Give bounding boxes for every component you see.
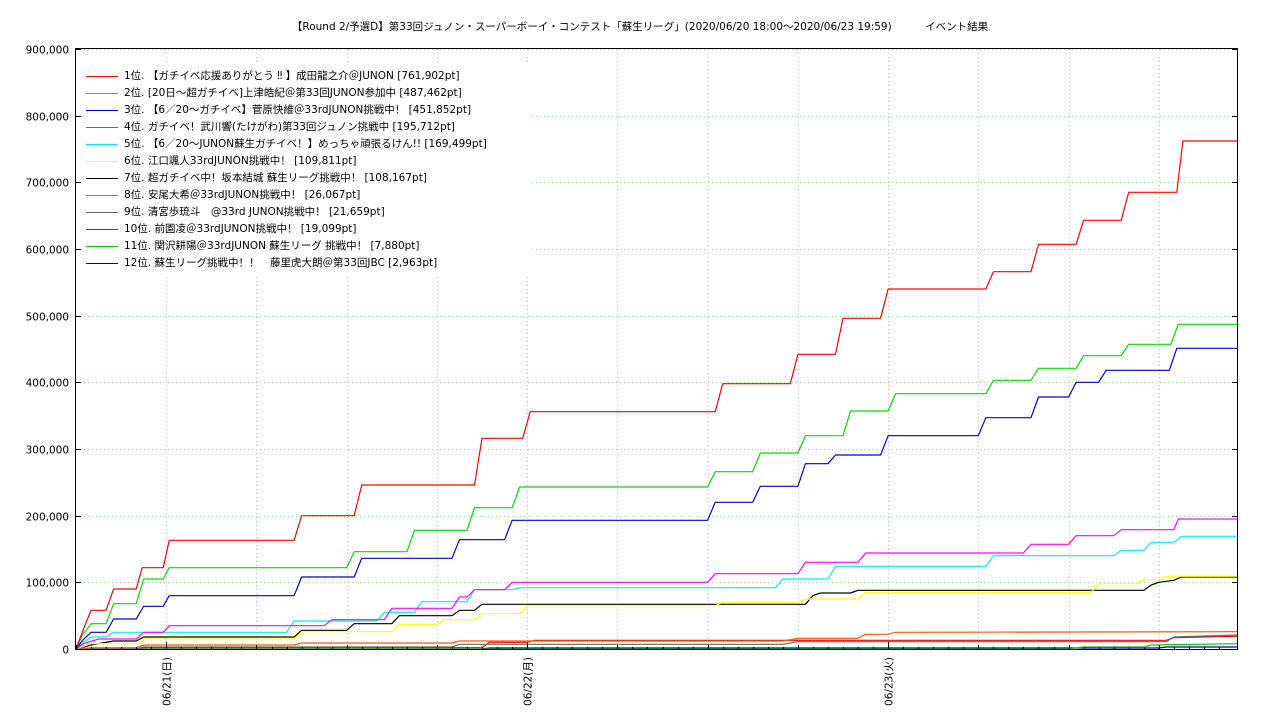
y-axis: 0 100,000 200,000 300,000 400,000 500,000 600,…	[26, 45, 1237, 657]
legend-swatch	[86, 76, 118, 77]
legend-item: 8位. 安尾大希＠33rdJUNON挑戦中！ [26,067pt]	[82, 187, 532, 204]
series-line-7	[75, 576, 1237, 650]
legend-item: 7位. 超ガチイベ中！坂本結城 蘇生リーグ挑戦中！ [108,167pt]	[82, 170, 532, 187]
legend-swatch	[86, 127, 118, 128]
series-line-2	[75, 323, 1237, 650]
legend-swatch	[86, 93, 118, 94]
y-tick-label: 400,000	[26, 378, 69, 390]
legend-item: 12位. 蘇生リーグ挑戦中！！ 藤里虎大朗＠第33回JBC [2,963pt]	[82, 255, 532, 272]
series-line-4	[75, 518, 1237, 650]
y-tick-label: 800,000	[26, 112, 69, 124]
legend-item: 1位. 【ガチイベ応援ありがとう ‼ 】成田龍之介＠JUNON [761,902…	[82, 68, 532, 85]
legend-label: 2位. [20日〜超ガチイベ]上津皓紀＠第33回JUNON参加中 [487,46…	[124, 87, 462, 99]
legend-swatch	[86, 178, 118, 179]
legend-label: 10位. 前園凌＠33rdJUNON挑戦中！ [19,099pt]	[124, 223, 357, 235]
series-line-5	[75, 535, 1237, 650]
legend-item: 2位. [20日〜超ガチイベ]上津皓紀＠第33回JUNON参加中 [487,46…	[82, 85, 532, 102]
series-line-8	[75, 631, 1238, 650]
legend-item: 4位. ガチイベ！武川響(たけがわ)第33回ジュノン挑戦中 [195,712pt…	[82, 119, 532, 136]
y-tick-label: 0	[62, 645, 69, 657]
y-tick-label: 500,000	[26, 312, 69, 324]
legend-label: 3位. 【6／20〜ガチイベ】菅原快維＠33rdJUNON挑戦中！ [451,8…	[124, 104, 472, 116]
chart-title: 【Round 2/予選D】第33回ジュノン・スーパーボーイ・コンテスト「蘇生リー…	[291, 21, 989, 33]
legend-swatch	[86, 229, 118, 230]
legend-swatch	[86, 263, 118, 264]
legend-item: 3位. 【6／20〜ガチイベ】菅原快維＠33rdJUNON挑戦中！ [451,8…	[82, 102, 532, 119]
legend-swatch	[86, 144, 118, 145]
x-tick-label: 06/23(火)	[884, 657, 896, 706]
y-tick-label: 600,000	[26, 245, 69, 257]
legend-item: 9位. 清宮歩琉斗 @33rd JUNON挑戦中！ [21,659pt]	[82, 204, 532, 221]
legend-swatch	[86, 195, 118, 196]
legend-label: 5位. 【6／20〜JUNON蘇生ガチイベ！】めっちゃ頑張るけん!! [169,…	[124, 138, 487, 150]
series-line-6	[75, 575, 1237, 650]
series-line-1	[75, 140, 1237, 650]
legend-swatch	[86, 110, 118, 111]
plot-frame	[75, 48, 1238, 650]
x-axis: 06/21(日) 06/22(月) 06/23(火)	[76, 642, 1220, 706]
y-tick-label: 700,000	[26, 178, 69, 190]
legend-swatch	[86, 212, 118, 213]
legend-label: 7位. 超ガチイベ中！坂本結城 蘇生リーグ挑戦中！ [108,167pt]	[124, 172, 427, 184]
y-tick-label: 300,000	[26, 445, 69, 457]
x-tick-label: 06/21(日)	[162, 657, 174, 706]
legend-label: 1位. 【ガチイベ応援ありがとう ‼ 】成田龍之介＠JUNON [761,902…	[124, 70, 460, 82]
series-line-3	[75, 347, 1237, 650]
legend-label: 12位. 蘇生リーグ挑戦中！！ 藤里虎大朗＠第33回JBC [2,963pt]	[124, 257, 438, 269]
legend-item: 5位. 【6／20〜JUNON蘇生ガチイベ！】めっちゃ頑張るけん!! [169,…	[82, 136, 532, 153]
legend-label: 4位. ガチイベ！武川響(たけがわ)第33回ジュノン挑戦中 [195,712pt…	[124, 121, 455, 133]
x-tick-label: 06/22(月)	[523, 657, 535, 706]
legend-swatch	[86, 161, 118, 162]
y-tick-label: 900,000	[26, 45, 69, 57]
legend-item: 10位. 前園凌＠33rdJUNON挑戦中！ [19,099pt]	[82, 221, 532, 238]
legend: 1位. 【ガチイベ応援ありがとう ‼ 】成田龍之介＠JUNON [761,902…	[82, 64, 532, 274]
legend-label: 11位. 関沢耕陽＠33rdJUNON 蘇生リーグ 挑戦中！ [7,880pt]	[124, 240, 420, 252]
y-tick-label: 100,000	[26, 578, 69, 590]
legend-item: 6位. 江口颯人33rdJUNON挑戦中！ [109,811pt]	[82, 153, 532, 170]
series-line-9	[76, 634, 1238, 650]
legend-label: 8位. 安尾大希＠33rdJUNON挑戦中！ [26,067pt]	[124, 189, 361, 201]
y-tick-label: 200,000	[26, 512, 69, 524]
legend-label: 9位. 清宮歩琉斗 @33rd JUNON挑戦中！ [21,659pt]	[124, 206, 385, 218]
legend-label: 6位. 江口颯人33rdJUNON挑戦中！ [109,811pt]	[124, 155, 357, 167]
legend-swatch	[86, 246, 118, 247]
legend-item: 11位. 関沢耕陽＠33rdJUNON 蘇生リーグ 挑戦中！ [7,880pt]	[82, 238, 532, 255]
